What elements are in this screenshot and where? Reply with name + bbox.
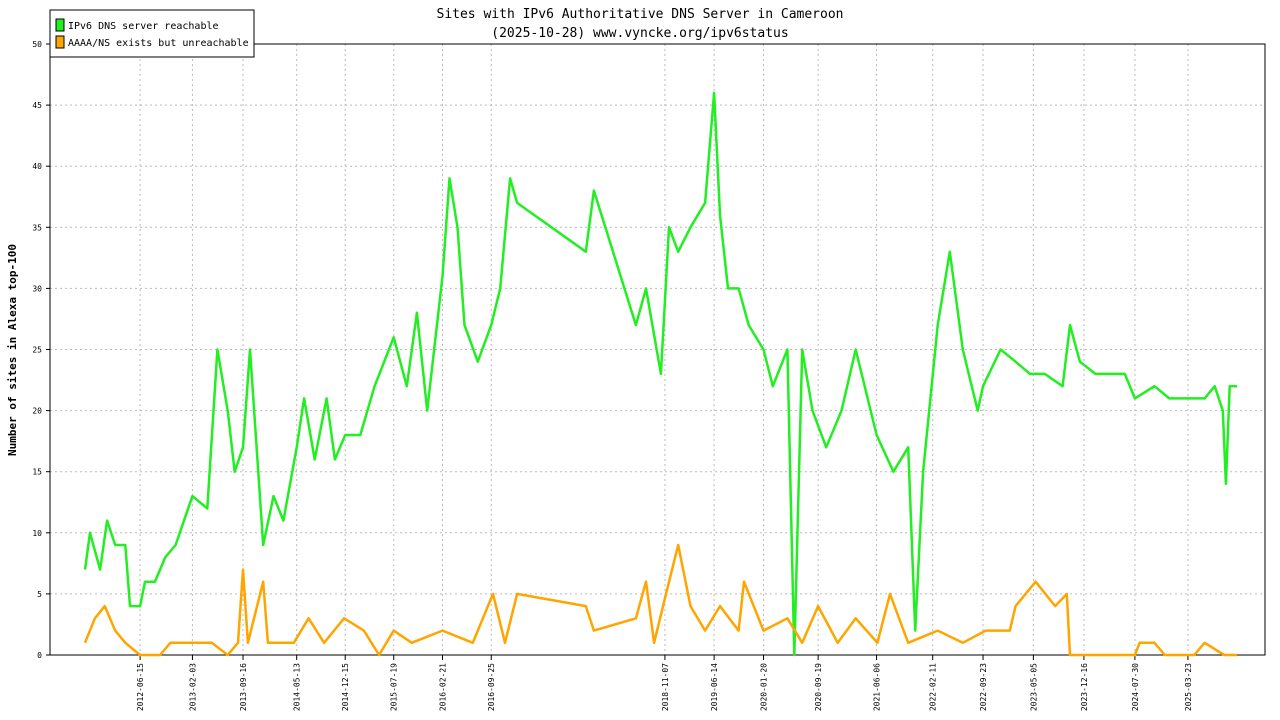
x-tick-label: 2016-02-21	[438, 663, 447, 711]
y-tick-label: 0	[37, 651, 42, 660]
y-tick-label: 35	[32, 223, 42, 232]
x-tick-label: 2021-06-06	[873, 663, 882, 711]
plot-frame	[49, 43, 1266, 656]
x-tick-label: 2013-02-03	[188, 663, 197, 711]
y-tick-label: 10	[32, 529, 42, 538]
y-tick-label: 5	[37, 590, 42, 599]
y-tick-label: 45	[32, 101, 42, 110]
y-tick-label: 50	[32, 40, 42, 49]
x-tick-label: 2014-12-15	[341, 663, 350, 711]
y-tick-label: 25	[32, 346, 42, 355]
x-tick-label: 2013-09-16	[239, 663, 248, 711]
y-tick-label: 15	[32, 468, 42, 477]
chart-subtitle: (2025-10-28) www.vyncke.org/ipv6status	[491, 26, 788, 41]
x-tick-label: 2023-12-16	[1080, 663, 1089, 711]
x-tick-label: 2015-07-19	[390, 663, 399, 711]
x-tick-label: 2023-05-05	[1029, 663, 1038, 711]
legend-swatch	[55, 35, 65, 49]
y-tick-label: 40	[32, 162, 42, 171]
x-tick-label: 2024-07-30	[1131, 663, 1140, 711]
y-tick-label: 20	[32, 407, 42, 416]
x-tick-label: 2016-09-25	[487, 663, 496, 711]
legend-label: AAAA/NS exists but unreachable	[68, 38, 249, 49]
legend-label: IPv6 DNS server reachable	[68, 21, 219, 32]
legend-box	[49, 9, 255, 58]
x-tick-label: 2014-05-13	[293, 663, 302, 711]
y-tick-label: 30	[32, 284, 42, 293]
x-tick-label: 2018-11-07	[661, 663, 670, 711]
x-tick-label: 2019-06-14	[710, 663, 719, 711]
x-tick-label: 2022-09-23	[979, 663, 988, 711]
series-line	[83, 91, 1238, 657]
y-axis-label: Number of sites in Alexa top-100	[6, 244, 19, 456]
x-tick-label: 2020-01-20	[760, 663, 769, 711]
x-tick-label: 2012-06-15	[136, 663, 145, 711]
x-tick-label: 2025-03-23	[1184, 663, 1193, 711]
legend-swatch	[55, 18, 65, 32]
series-line	[83, 543, 1238, 657]
chart-title: Sites with IPv6 Authoritative DNS Server…	[437, 7, 844, 22]
x-tick-label: 2022-02-11	[929, 663, 938, 711]
x-tick-label: 2020-09-19	[814, 663, 823, 711]
